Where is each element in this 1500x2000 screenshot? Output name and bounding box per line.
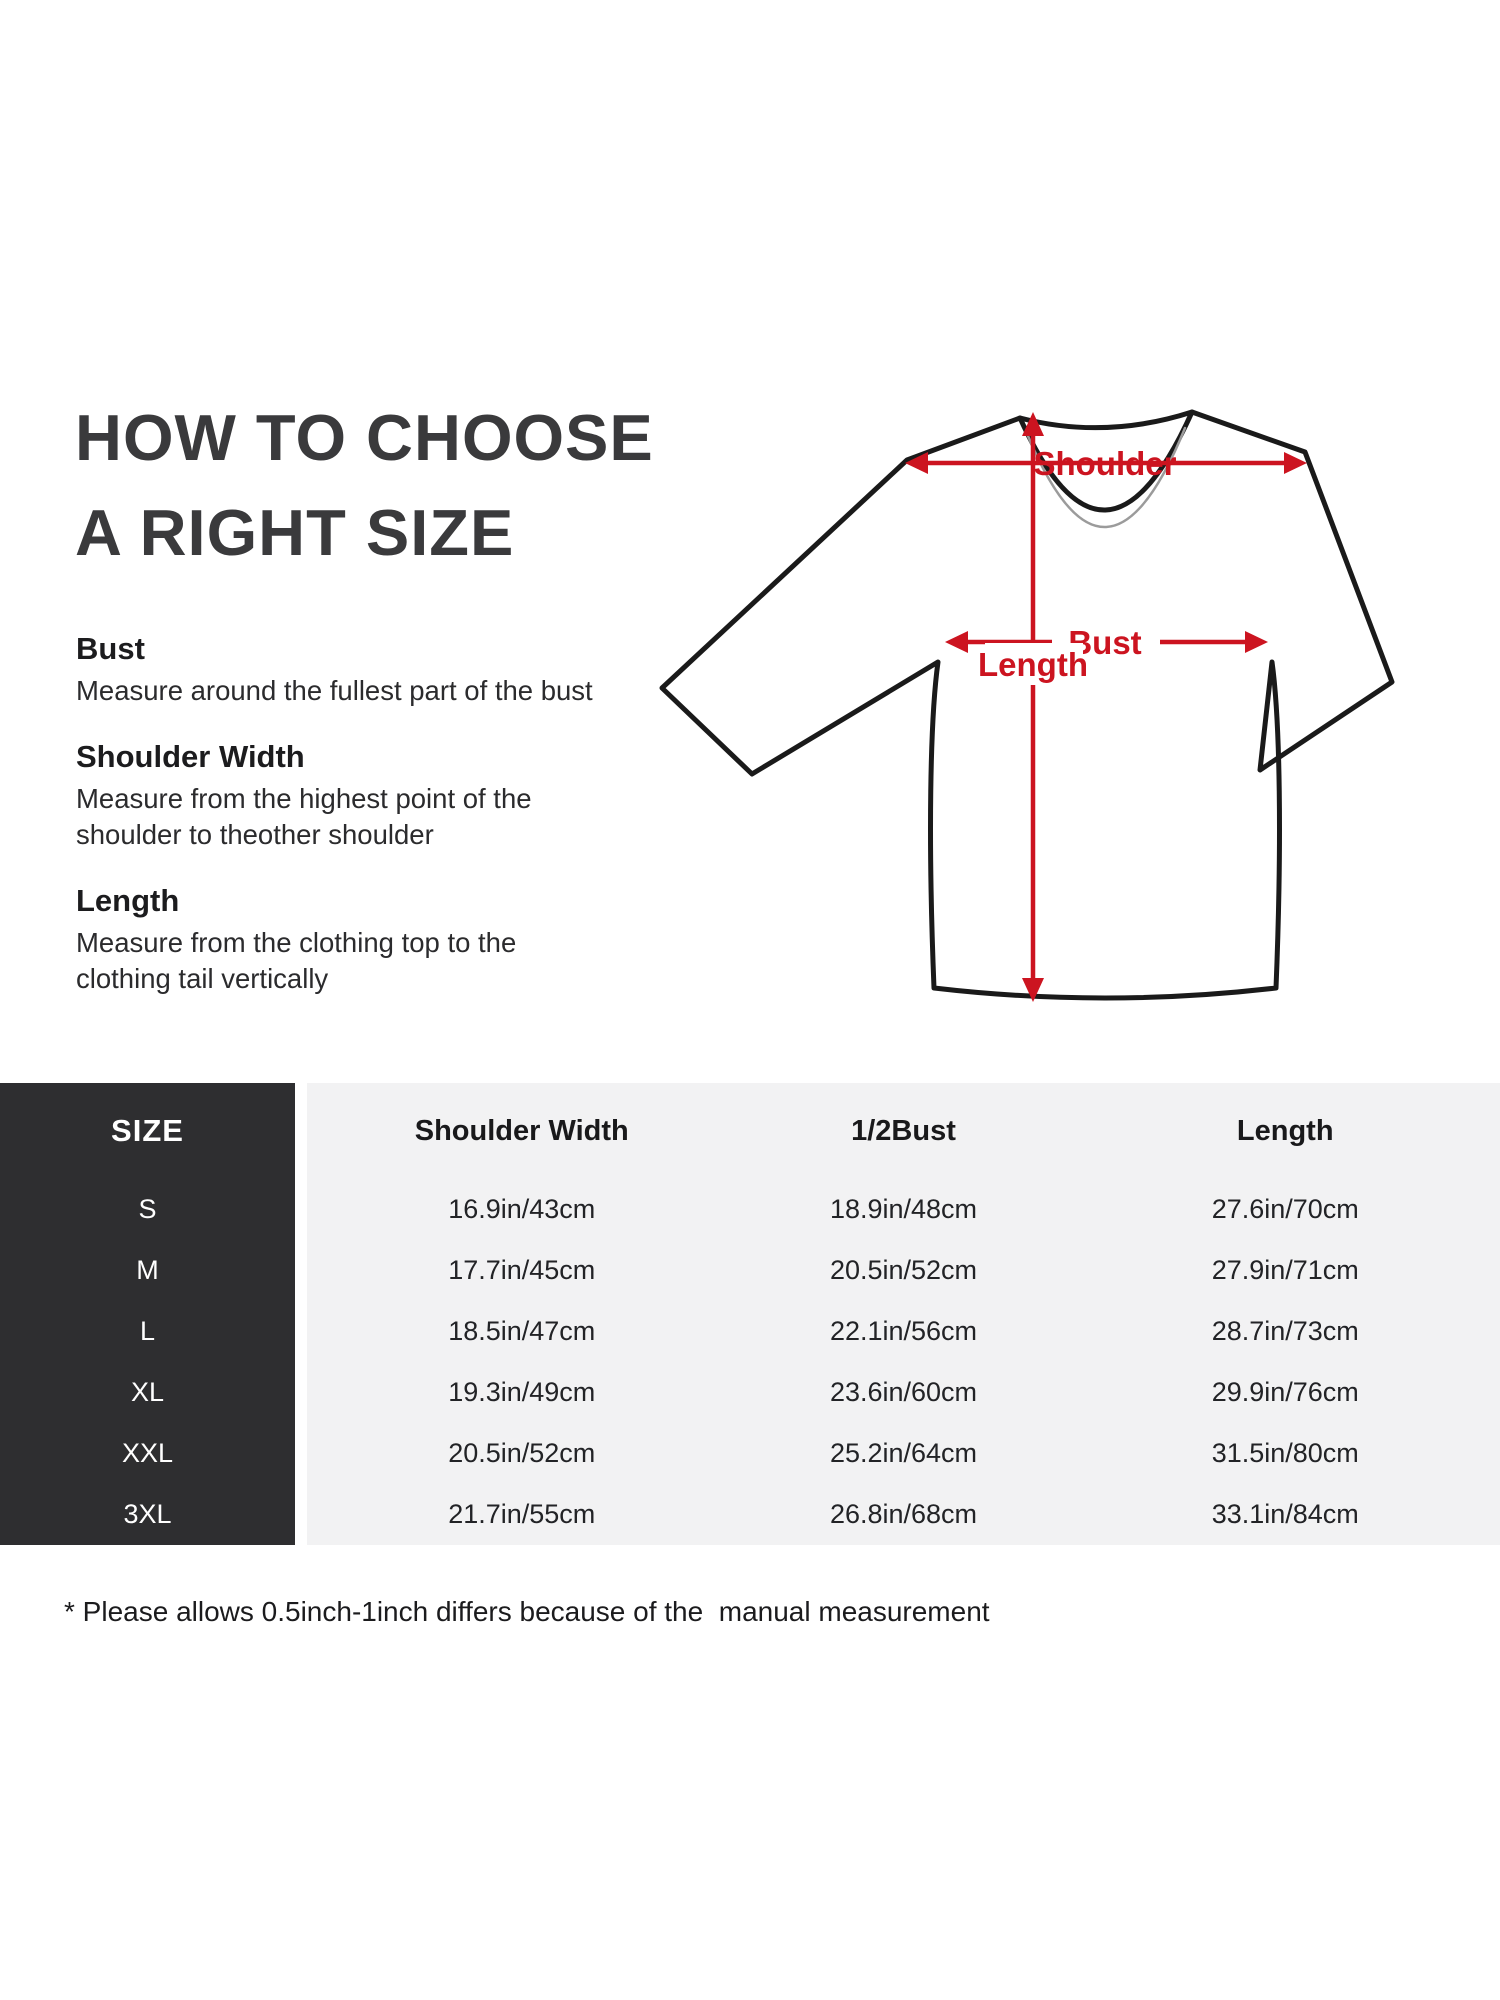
table-header-row: Shoulder Width 1/2Bust Length — [307, 1083, 1500, 1179]
table-row: 18.5in/47cm 22.1in/56cm 28.7in/73cm — [307, 1301, 1500, 1362]
page-title-line1: HOW TO CHOOSE — [75, 401, 654, 474]
length-label-halo — [985, 643, 1083, 685]
size-table-data-panel: Shoulder Width 1/2Bust Length 16.9in/43c… — [307, 1083, 1500, 1545]
size-row-label: XL — [130, 1377, 165, 1407]
cell-shoulder-width: 16.9in/43cm — [448, 1194, 596, 1224]
shoulder-arrowhead-left — [905, 452, 928, 474]
cell-length: 31.5in/80cm — [1211, 1438, 1359, 1468]
measurement-guide: Bust Measure around the fullest part of … — [76, 630, 656, 1026]
section-heading: Shoulder Width — [76, 739, 305, 774]
table-row: 19.3in/49cm 23.6in/60cm 29.9in/76cm — [307, 1362, 1500, 1423]
table-row: 16.9in/43cm 18.9in/48cm 27.6in/70cm — [307, 1179, 1500, 1240]
cell-length: 33.1in/84cm — [1211, 1499, 1359, 1529]
shoulder-label: Shoulder — [1033, 445, 1176, 482]
cell-shoulder-width: 17.7in/45cm — [448, 1255, 596, 1285]
section-heading: Length — [76, 883, 180, 918]
size-row-label: 3XL — [123, 1499, 172, 1529]
bust-arrowhead-left — [945, 631, 968, 653]
tshirt-outline — [659, 409, 1395, 1001]
cell-half-bust: 18.9in/48cm — [829, 1194, 978, 1224]
cell-length: 29.9in/76cm — [1211, 1377, 1359, 1407]
cell-length: 27.9in/71cm — [1211, 1255, 1359, 1285]
size-row-label: S — [138, 1194, 157, 1224]
size-row-label: L — [139, 1316, 156, 1346]
size-row-label: XXL — [121, 1438, 174, 1468]
measurement-disclaimer: * Please allows 0.5inch-1inch differs be… — [64, 1596, 990, 1627]
table-row: 17.7in/45cm 20.5in/52cm 27.9in/71cm — [307, 1240, 1500, 1301]
length-label: Length — [978, 646, 1088, 683]
length-arrowhead-bottom — [1022, 978, 1044, 1002]
page-title: HOW TO CHOOSE A RIGHT SIZE — [75, 390, 654, 580]
table-row: 21.7in/55cm 26.8in/68cm 33.1in/84cm — [307, 1484, 1500, 1545]
bust-arrowhead-right — [1245, 631, 1268, 653]
tshirt-collar-shadow — [1026, 426, 1187, 529]
page-title-line2: A RIGHT SIZE — [75, 496, 515, 569]
cell-shoulder-width: 20.5in/52cm — [448, 1438, 596, 1468]
shoulder-arrowhead-right — [1284, 452, 1307, 474]
size-row-label: M — [136, 1255, 159, 1285]
cell-half-bust: 20.5in/52cm — [829, 1255, 978, 1285]
guide-section-bust: Bust Measure around the fullest part of … — [76, 630, 656, 709]
cell-half-bust: 25.2in/64cm — [829, 1438, 978, 1468]
table-row: 20.5in/52cm 25.2in/64cm 31.5in/80cm — [307, 1423, 1500, 1484]
size-column-header: SIZE — [111, 1113, 184, 1148]
cell-length: 27.6in/70cm — [1211, 1194, 1359, 1224]
tshirt-measurement-diagram: Shoulder Bust Length — [659, 409, 1395, 1002]
column-header-shoulder-width: Shoulder Width — [414, 1114, 629, 1147]
cell-shoulder-width: 18.5in/47cm — [448, 1316, 596, 1346]
cell-shoulder-width: 21.7in/55cm — [448, 1499, 596, 1529]
size-table-size-column: SIZE S M L XL XXL 3XL — [0, 1083, 295, 1545]
cell-half-bust: 26.8in/68cm — [829, 1499, 978, 1529]
cell-half-bust: 23.6in/60cm — [829, 1377, 978, 1407]
section-text: Measure around the fullest part of the b… — [76, 675, 593, 706]
cell-half-bust: 22.1in/56cm — [829, 1316, 978, 1346]
section-text: Measure from the clothing top to the clo… — [76, 927, 517, 994]
size-table: SIZE S M L XL XXL 3XL Shoulder Width 1/2… — [0, 1083, 1500, 1545]
section-heading: Bust — [76, 631, 145, 666]
cell-length: 28.7in/73cm — [1211, 1316, 1359, 1346]
length-arrowhead-top — [1022, 412, 1044, 436]
section-text: Measure from the highest point of the sh… — [76, 783, 532, 850]
column-header-length: Length — [1236, 1114, 1334, 1147]
cell-shoulder-width: 19.3in/49cm — [448, 1377, 596, 1407]
tshirt-collar — [1017, 409, 1195, 513]
column-header-half-bust: 1/2Bust — [851, 1114, 956, 1147]
guide-section-shoulder-width: Shoulder Width Measure from the highest … — [76, 738, 656, 853]
guide-section-length: Length Measure from the clothing top to … — [76, 882, 656, 997]
